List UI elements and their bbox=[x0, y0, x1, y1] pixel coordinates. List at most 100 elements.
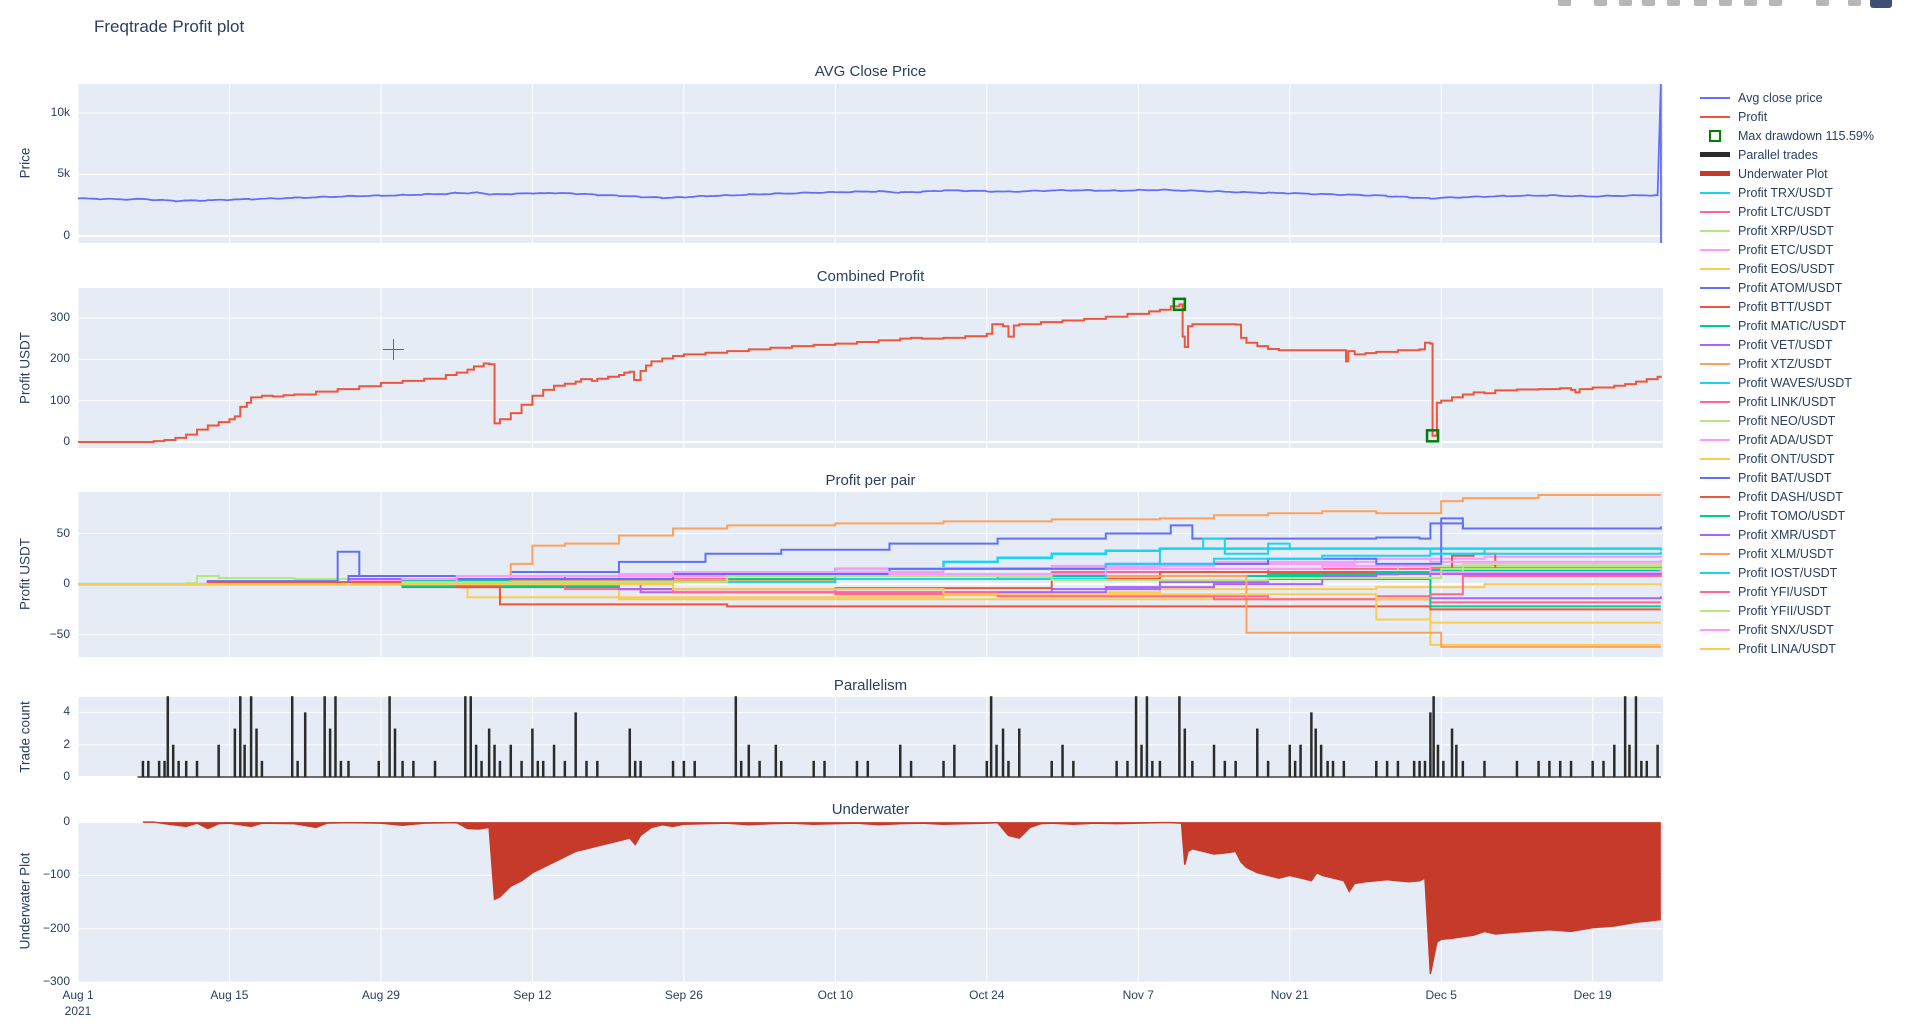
parallel-trades-bar bbox=[1396, 760, 1400, 778]
parallel-trades-bar bbox=[1326, 760, 1329, 778]
legend-item-profit-etc-usdt[interactable]: Profit ETC/USDT bbox=[1700, 240, 1874, 259]
parallel-trades-bar bbox=[682, 760, 686, 778]
parallel-trades-bar bbox=[377, 760, 381, 778]
legend-label: Parallel trades bbox=[1738, 147, 1818, 162]
plotly-logo[interactable] bbox=[1870, 0, 1892, 8]
zoom-out-icon[interactable] bbox=[1719, 0, 1732, 6]
legend-item-profit-ont-usdt[interactable]: Profit ONT/USDT bbox=[1700, 449, 1874, 468]
subplot-title-underwater: Underwater bbox=[831, 801, 910, 818]
legend-item-profit-snx-usdt[interactable]: Profit SNX/USDT bbox=[1700, 620, 1874, 639]
legend-item-profit-ltc-usdt[interactable]: Profit LTC/USDT bbox=[1700, 202, 1874, 221]
ytick-label-pairs: 0 bbox=[63, 576, 70, 591]
legend-mark bbox=[1700, 552, 1730, 555]
parallel-trades-bar bbox=[464, 696, 467, 778]
legend-item-profit-xlm-usdt[interactable]: Profit XLM/USDT bbox=[1700, 544, 1874, 563]
parallel-trades-bar bbox=[909, 760, 913, 778]
parallel-trades-bar bbox=[1602, 760, 1605, 778]
legend-swatch-icon bbox=[1700, 647, 1730, 650]
legend-item-profit-lina-usdt[interactable]: Profit LINA/USDT bbox=[1700, 639, 1874, 658]
legend-label: Profit NEO/USDT bbox=[1738, 413, 1836, 428]
xtick-label: Sep 26 bbox=[664, 988, 703, 1002]
parallel-trades-bar bbox=[1061, 744, 1064, 778]
legend-mark bbox=[1700, 115, 1730, 118]
xtick-label: Oct 10 bbox=[817, 988, 853, 1002]
legend-swatch-icon bbox=[1700, 248, 1730, 251]
legend-item-profit-xrp-usdt[interactable]: Profit XRP/USDT bbox=[1700, 221, 1874, 240]
legend-label: Profit YFII/USDT bbox=[1738, 603, 1831, 618]
legend-mark bbox=[1700, 267, 1730, 270]
reset-axes-icon[interactable] bbox=[1769, 0, 1782, 6]
legend-item-profit-btt-usdt[interactable]: Profit BTT/USDT bbox=[1700, 297, 1874, 316]
legend-label: Profit EOS/USDT bbox=[1738, 261, 1835, 276]
max-drawdown-start-marker bbox=[1172, 297, 1187, 312]
series-profit-xtz-usdt bbox=[78, 494, 1661, 586]
legend-label: Profit LINK/USDT bbox=[1738, 394, 1836, 409]
legend-item-profit-yfi-usdt[interactable]: Profit YFI/USDT bbox=[1700, 582, 1874, 601]
legend-item-profit[interactable]: Profit bbox=[1700, 107, 1874, 126]
legend-item-profit-ada-usdt[interactable]: Profit ADA/USDT bbox=[1700, 430, 1874, 449]
legend: Avg close price Profit Max drawdown 115.59… bbox=[1700, 88, 1874, 658]
parallel-trades-bar bbox=[1429, 712, 1432, 778]
series-profit-lina-usdt bbox=[78, 583, 1661, 624]
legend-mark bbox=[1700, 324, 1730, 327]
legend-item-parallel-trades[interactable]: Parallel trades bbox=[1700, 145, 1874, 164]
parallel-trades-bar bbox=[633, 760, 637, 778]
legend-item-profit-atom-usdt[interactable]: Profit ATOM/USDT bbox=[1700, 278, 1874, 297]
parallel-trades-bar bbox=[1558, 760, 1562, 778]
toggle-spikelines-icon[interactable] bbox=[1816, 0, 1829, 6]
parallel-trades-bar bbox=[1212, 744, 1216, 778]
legend-item-profit-dash-usdt[interactable]: Profit DASH/USDT bbox=[1700, 487, 1874, 506]
parallel-trades-bar bbox=[195, 760, 199, 778]
zoom-icon[interactable] bbox=[1594, 0, 1607, 6]
legend-item-profit-waves-usdt[interactable]: Profit WAVES/USDT bbox=[1700, 373, 1874, 392]
zoom-in-icon[interactable] bbox=[1694, 0, 1707, 6]
legend-item-max-drawdown-115-59-[interactable]: Max drawdown 115.59% bbox=[1700, 126, 1874, 145]
legend-mark bbox=[1700, 457, 1730, 460]
legend-item-profit-tomo-usdt[interactable]: Profit TOMO/USDT bbox=[1700, 506, 1874, 525]
legend-swatch-icon bbox=[1700, 457, 1730, 460]
legend-swatch-icon bbox=[1700, 324, 1730, 327]
parallel-trades-bar bbox=[412, 760, 415, 778]
lasso-select-icon[interactable] bbox=[1667, 0, 1680, 6]
parallel-trades-bar bbox=[823, 760, 826, 778]
legend-item-profit-xmr-usdt[interactable]: Profit XMR/USDT bbox=[1700, 525, 1874, 544]
plot-area-price[interactable] bbox=[78, 84, 1663, 243]
legend-item-profit-xtz-usdt[interactable]: Profit XTZ/USDT bbox=[1700, 354, 1874, 373]
pan-icon[interactable] bbox=[1619, 0, 1632, 6]
legend-item-profit-yfii-usdt[interactable]: Profit YFII/USDT bbox=[1700, 601, 1874, 620]
parallel-trades-bar bbox=[1623, 696, 1627, 778]
xtick-label: Aug 15 bbox=[210, 988, 249, 1002]
series-profit-dash-usdt bbox=[78, 583, 1661, 611]
parallel-trades-bar bbox=[1375, 760, 1378, 778]
parallel-trades-bar bbox=[774, 744, 778, 778]
xtick-label: Aug 29 bbox=[361, 988, 400, 1002]
legend-mark bbox=[1700, 286, 1730, 289]
legend-item-profit-matic-usdt[interactable]: Profit MATIC/USDT bbox=[1700, 316, 1874, 335]
legend-item-avg-close-price[interactable]: Avg close price bbox=[1700, 88, 1874, 107]
autoscale-icon[interactable] bbox=[1744, 0, 1757, 6]
camera-icon[interactable] bbox=[1558, 0, 1571, 6]
legend-label: Profit XLM/USDT bbox=[1738, 546, 1834, 561]
parallel-trades-bar bbox=[1628, 744, 1631, 778]
box-select-icon[interactable] bbox=[1642, 0, 1655, 6]
legend-item-profit-neo-usdt[interactable]: Profit NEO/USDT bbox=[1700, 411, 1874, 430]
parallel-trades-bar bbox=[323, 696, 326, 778]
hover-closest-icon[interactable] bbox=[1848, 0, 1861, 6]
legend-item-profit-bat-usdt[interactable]: Profit BAT/USDT bbox=[1700, 468, 1874, 487]
legend-swatch-icon bbox=[1700, 476, 1730, 479]
legend-item-profit-trx-usdt[interactable]: Profit TRX/USDT bbox=[1700, 183, 1874, 202]
legend-mark bbox=[1700, 514, 1730, 517]
ytick-label-pairs: 50 bbox=[56, 525, 70, 540]
legend-mark bbox=[1700, 248, 1730, 251]
legend-swatch-icon bbox=[1700, 590, 1730, 593]
parallel-trades-bar bbox=[1140, 744, 1143, 778]
legend-item-underwater-plot[interactable]: Underwater Plot bbox=[1700, 164, 1874, 183]
plot-area-profit[interactable] bbox=[78, 288, 1663, 448]
parallel-trades-bar bbox=[693, 760, 696, 778]
legend-label: Avg close price bbox=[1738, 90, 1823, 105]
legend-item-profit-eos-usdt[interactable]: Profit EOS/USDT bbox=[1700, 259, 1874, 278]
legend-item-profit-vet-usdt[interactable]: Profit VET/USDT bbox=[1700, 335, 1874, 354]
legend-item-profit-link-usdt[interactable]: Profit LINK/USDT bbox=[1700, 392, 1874, 411]
legend-item-profit-iost-usdt[interactable]: Profit IOST/USDT bbox=[1700, 563, 1874, 582]
subplot-title-profit-per-pair: Profit per pair bbox=[825, 472, 916, 489]
